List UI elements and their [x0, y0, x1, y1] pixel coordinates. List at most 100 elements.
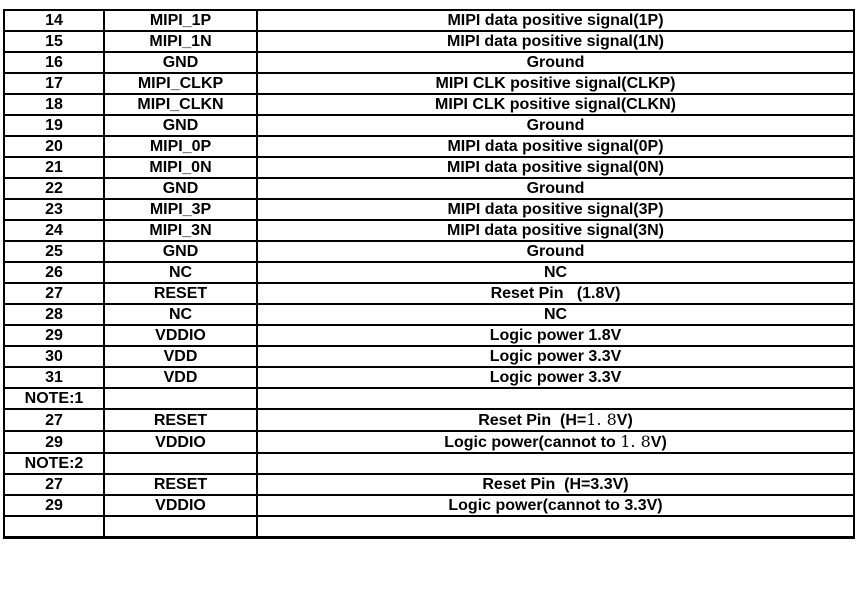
table-row: 19 GND Ground: [3, 114, 855, 137]
description-text-segment: Reset Pin (H=: [478, 412, 587, 429]
pin-number-cell: 27: [3, 282, 105, 305]
pinout-table-body: 14 MIPI_1P MIPI data positive signal(1P) 15…: [3, 9, 855, 539]
note-row: NOTE:1: [3, 387, 855, 410]
table-row: 28 NC NC: [3, 303, 855, 326]
description-cell: Logic power 1.8V: [256, 324, 855, 347]
table-row: 22 GND Ground: [3, 177, 855, 200]
table-row: 24 MIPI_3N MIPI data positive signal(3N): [3, 219, 855, 242]
description-number-segment: 1. 8: [620, 432, 651, 451]
pin-number-cell: 17: [3, 72, 105, 95]
pin-number-cell: 26: [3, 261, 105, 284]
pin-number-cell: 25: [3, 240, 105, 263]
pin-number-cell: 29: [3, 430, 105, 454]
pin-number-cell: 21: [3, 156, 105, 179]
description-cell: Logic power(cannot to 3.3V): [256, 494, 855, 517]
pin-number-cell: 29: [3, 324, 105, 347]
table-row: 29 VDDIO Logic power 1.8V: [3, 324, 855, 347]
table-row: 23 MIPI_3P MIPI data positive signal(3P): [3, 198, 855, 221]
signal-name-cell: MIPI_3P: [103, 198, 258, 221]
description-text-segment: Logic power(cannot to: [444, 434, 621, 451]
description-cell: MIPI data positive signal(0N): [256, 156, 855, 179]
table-row: [3, 515, 855, 539]
signal-name-cell: VDDIO: [103, 324, 258, 347]
signal-name-cell: VDD: [103, 366, 258, 389]
pin-number-cell: 27: [3, 473, 105, 496]
table-row: 17 MIPI_CLKP MIPI CLK positive signal(CLKP…: [3, 72, 855, 95]
note-row: NOTE:2: [3, 452, 855, 475]
signal-name-cell: MIPI_0N: [103, 156, 258, 179]
signal-name-cell: VDD: [103, 345, 258, 368]
signal-name-cell: GND: [103, 114, 258, 137]
table-row: 29 VDDIO Logic power(cannot to 3.3V): [3, 494, 855, 517]
signal-name-cell: NC: [103, 303, 258, 326]
pin-number-cell: 27: [3, 408, 105, 432]
table-row: 16 GND Ground: [3, 51, 855, 74]
signal-name-cell: MIPI_CLKP: [103, 72, 258, 95]
pin-number-cell: [3, 515, 105, 539]
signal-name-cell: [103, 515, 258, 539]
signal-name-cell: MIPI_1N: [103, 30, 258, 53]
pin-number-cell: 16: [3, 51, 105, 74]
signal-name-cell: RESET: [103, 473, 258, 496]
signal-name-cell: GND: [103, 51, 258, 74]
pin-number-cell: 29: [3, 494, 105, 517]
pinout-table: 14 MIPI_1P MIPI data positive signal(1P) 15…: [3, 9, 855, 539]
signal-name-cell: NC: [103, 261, 258, 284]
table-row: 20 MIPI_0P MIPI data positive signal(0P): [3, 135, 855, 158]
description-text-segment: V): [616, 412, 633, 429]
description-cell: NC: [256, 261, 855, 284]
signal-name-cell: MIPI_0P: [103, 135, 258, 158]
table-row: 15 MIPI_1N MIPI data positive signal(1N): [3, 30, 855, 53]
table-row: 31 VDD Logic power 3.3V: [3, 366, 855, 389]
pin-number-cell: 23: [3, 198, 105, 221]
pin-number-cell: 24: [3, 219, 105, 242]
signal-name-cell: GND: [103, 240, 258, 263]
description-cell: [256, 387, 855, 410]
pin-number-cell: 20: [3, 135, 105, 158]
signal-name-cell: [103, 387, 258, 410]
pin-number-cell: 31: [3, 366, 105, 389]
description-cell: Ground: [256, 177, 855, 200]
pin-number-cell: 14: [3, 9, 105, 32]
pin-number-cell: 30: [3, 345, 105, 368]
description-number-segment: 1. 8: [586, 410, 617, 429]
description-text-segment: V): [650, 434, 667, 451]
table-row: 26 NC NC: [3, 261, 855, 284]
table-row: 29 VDDIO Logic power(cannot to 1. 8V): [3, 430, 855, 454]
table-row: 27 RESET Reset Pin (H=3.3V): [3, 473, 855, 496]
description-cell: Reset Pin (1.8V): [256, 282, 855, 305]
description-cell: MIPI data positive signal(1N): [256, 30, 855, 53]
table-row: 14 MIPI_1P MIPI data positive signal(1P): [3, 9, 855, 32]
description-cell: Logic power 3.3V: [256, 366, 855, 389]
description-cell: MIPI data positive signal(0P): [256, 135, 855, 158]
signal-name-cell: GND: [103, 177, 258, 200]
table-row: 30 VDD Logic power 3.3V: [3, 345, 855, 368]
description-cell: Reset Pin (H=1. 8V): [256, 408, 855, 432]
description-cell: Reset Pin (H=3.3V): [256, 473, 855, 496]
description-cell: Ground: [256, 114, 855, 137]
description-cell: Ground: [256, 51, 855, 74]
description-cell: Ground: [256, 240, 855, 263]
table-row: 27 RESET Reset Pin (1.8V): [3, 282, 855, 305]
table-row: 18 MIPI_CLKN MIPI CLK positive signal(CLKN…: [3, 93, 855, 116]
signal-name-cell: VDDIO: [103, 430, 258, 454]
description-cell: MIPI data positive signal(3N): [256, 219, 855, 242]
signal-name-cell: RESET: [103, 408, 258, 432]
signal-name-cell: RESET: [103, 282, 258, 305]
description-cell: [256, 452, 855, 475]
table-row: 21 MIPI_0N MIPI data positive signal(0N): [3, 156, 855, 179]
description-cell: MIPI CLK positive signal(CLKN): [256, 93, 855, 116]
description-cell: Logic power 3.3V: [256, 345, 855, 368]
table-row: 27 RESET Reset Pin (H=1. 8V): [3, 408, 855, 432]
signal-name-cell: MIPI_CLKN: [103, 93, 258, 116]
note-label-cell: NOTE:2: [3, 452, 105, 475]
pin-number-cell: 15: [3, 30, 105, 53]
description-cell: MIPI data positive signal(1P): [256, 9, 855, 32]
signal-name-cell: MIPI_3N: [103, 219, 258, 242]
description-cell: [256, 515, 855, 539]
description-cell: NC: [256, 303, 855, 326]
signal-name-cell: VDDIO: [103, 494, 258, 517]
signal-name-cell: [103, 452, 258, 475]
pin-number-cell: 18: [3, 93, 105, 116]
